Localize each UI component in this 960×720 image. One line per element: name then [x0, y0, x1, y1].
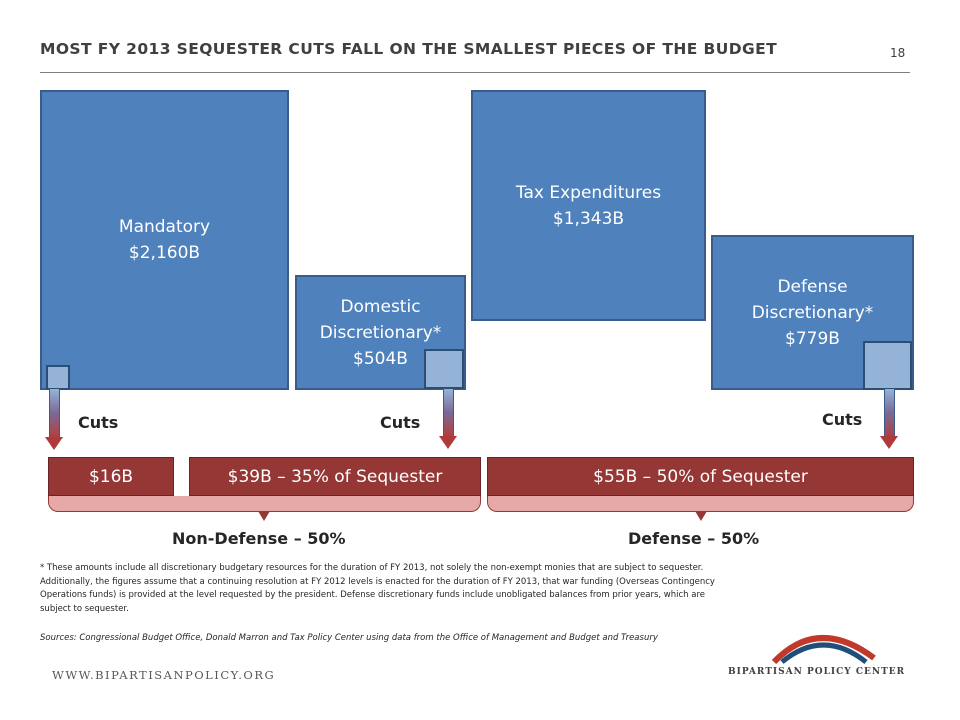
- domestic-label-line1: Domestic: [340, 296, 421, 317]
- mandatory-cut-amount: $16B: [48, 457, 174, 496]
- domestic-cut-portion: [424, 349, 464, 389]
- sources-note: Sources: Congressional Budget Office, Do…: [40, 633, 658, 643]
- defense-group-label: Defense – 50%: [628, 529, 760, 548]
- defense-bracket: [487, 496, 914, 512]
- cuts-label-mandatory: Cuts: [78, 413, 119, 432]
- arrow-head-icon: [439, 436, 457, 449]
- domestic-cut-arrow: [439, 389, 457, 449]
- non-defense-group-label: Non-Defense – 50%: [172, 529, 346, 548]
- title-divider: [40, 72, 910, 73]
- defense-label-line1: Defense: [777, 276, 848, 297]
- cuts-label-defense: Cuts: [822, 410, 863, 429]
- page-number: 18: [890, 46, 906, 60]
- mandatory-value: $2,160B: [128, 243, 201, 263]
- domestic-label-line2: Discretionary*: [319, 322, 442, 343]
- tax-expenditures-block: Tax Expenditures $1,343B: [471, 90, 706, 321]
- domestic-cut-amount: $39B – 35% of Sequester: [189, 457, 481, 496]
- mandatory-label: Mandatory: [118, 217, 211, 237]
- defense-cut-amount: $55B – 50% of Sequester: [487, 457, 914, 496]
- tax-label: Tax Expenditures: [515, 182, 662, 203]
- tax-value: $1,343B: [552, 208, 625, 229]
- non-defense-bracket: [48, 496, 481, 512]
- arrow-head-icon: [880, 436, 898, 449]
- website-link[interactable]: WWW.BIPARTISANPOLICY.ORG: [52, 668, 276, 682]
- defense-value: $779B: [785, 328, 840, 349]
- bpc-logo-icon: [771, 635, 876, 664]
- non-defense-bracket-tip: [258, 511, 270, 521]
- cuts-label-domestic: Cuts: [380, 413, 421, 432]
- domestic-discretionary-block: Domestic Discretionary* $504B: [295, 275, 466, 390]
- mandatory-cut-arrow: [45, 389, 63, 450]
- defense-bracket-tip: [695, 511, 707, 521]
- defense-cut-arrow: [880, 389, 898, 449]
- defense-cut-portion: [863, 341, 912, 390]
- mandatory-cut-portion: [46, 365, 70, 390]
- arrow-shaft: [443, 389, 454, 436]
- arrow-shaft: [49, 389, 60, 437]
- arrow-shaft: [884, 389, 895, 436]
- page-title: MOST FY 2013 SEQUESTER CUTS FALL ON THE …: [40, 40, 778, 58]
- domestic-value: $504B: [353, 348, 408, 369]
- mandatory-block: Mandatory $2,160B: [40, 90, 289, 390]
- footnote: * These amounts include all discretionar…: [40, 563, 715, 614]
- defense-label-line2: Discretionary*: [751, 302, 874, 323]
- arrow-head-icon: [45, 437, 63, 450]
- brand-name: BIPARTISAN POLICY CENTER: [728, 667, 906, 677]
